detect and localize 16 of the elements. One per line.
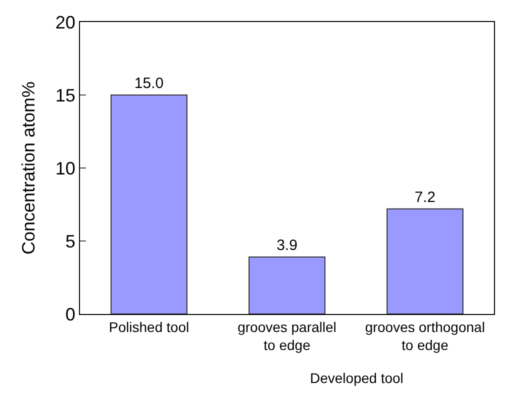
data-label: 15.0: [134, 75, 164, 92]
y-tick-label: 10: [55, 158, 76, 178]
y-tick-label: 20: [55, 12, 76, 32]
y-axis-title: Concentration atom%: [18, 81, 39, 255]
x-tick-label: grooves parallel to edge: [238, 318, 336, 353]
bar: [248, 256, 326, 314]
x-tick-label: grooves orthogonal to edge: [365, 318, 485, 353]
x-tick-label: Polished tool: [108, 318, 190, 335]
y-tick-label: 0: [65, 304, 76, 324]
bar: [110, 94, 188, 314]
data-label: 3.9: [276, 237, 298, 254]
y-tick-label: 5: [65, 231, 76, 252]
y-tick-label: 15: [55, 85, 76, 106]
bar: [386, 208, 464, 314]
data-label: 7.2: [414, 188, 436, 206]
text: Developed tool: [310, 370, 404, 386]
